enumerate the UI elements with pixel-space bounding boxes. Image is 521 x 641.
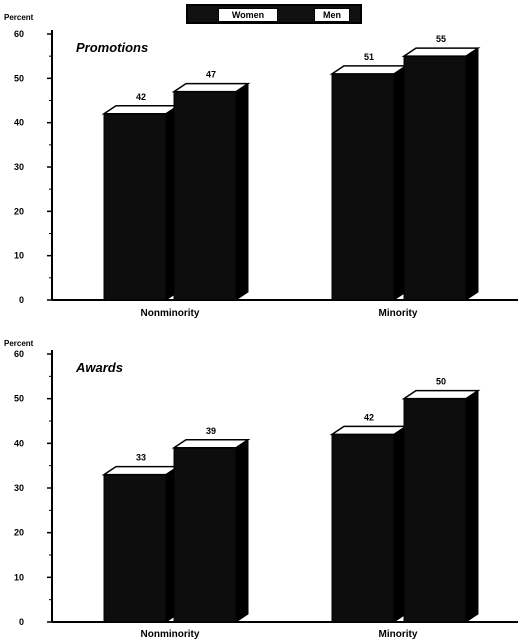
chart-title: Promotions — [76, 40, 148, 55]
data-label: 51 — [364, 52, 374, 62]
y-tick-label: 50 — [14, 394, 24, 404]
bar-women-minority: 51 — [329, 52, 409, 301]
y-tick-label: 60 — [14, 29, 24, 39]
y-tick-label: 20 — [14, 528, 24, 538]
chart-panel-1: Percent 0 10 20 30 40 50 60 Promotions 42 47 Nonmin… — [4, 13, 518, 319]
bar-women-nonminority: 42 — [101, 92, 181, 301]
bar-front — [103, 113, 167, 301]
x-tick-label: Minority — [379, 629, 418, 640]
data-label: 42 — [136, 92, 146, 102]
bar-top — [401, 47, 481, 57]
bar-top — [329, 425, 409, 436]
bar-side — [465, 389, 479, 623]
bar-men-nonminority: 39 — [171, 426, 251, 623]
bar-side — [465, 47, 479, 301]
y-tick-label: 10 — [14, 572, 24, 582]
y-tick-label: 40 — [14, 118, 24, 128]
bar-front — [403, 55, 467, 301]
bar-women-minority: 42 — [329, 412, 409, 623]
bar-front — [331, 73, 395, 301]
bar-front — [173, 447, 237, 623]
bar-women-nonminority: 33 — [101, 453, 181, 623]
data-label: 39 — [206, 426, 216, 436]
data-label: 50 — [436, 377, 446, 387]
y-tick-label: 30 — [14, 162, 24, 172]
y-tick-label: 40 — [14, 438, 24, 448]
bar-top — [329, 65, 409, 75]
y-axis-label: Percent — [4, 13, 34, 22]
y-tick-label: 20 — [14, 206, 24, 216]
y-tick-label: 60 — [14, 349, 24, 359]
y-tick-label: 30 — [14, 483, 24, 493]
bar-men-minority: 55 — [401, 34, 481, 301]
y-tick-label: 50 — [14, 73, 24, 83]
bar-men-nonminority: 47 — [171, 70, 251, 301]
legend-item-women: Women — [218, 8, 278, 22]
data-label: 55 — [436, 34, 446, 44]
bar-side — [235, 82, 249, 301]
chart-panel-2: Percent 0 10 20 30 40 50 60 Awards 33 39 Nonminorit… — [4, 339, 518, 640]
data-label: 47 — [206, 70, 216, 80]
bar-side — [235, 438, 249, 623]
bar-front — [403, 398, 467, 623]
bar-top — [401, 389, 481, 400]
bar-men-minority: 50 — [401, 377, 481, 623]
x-tick-label: Nonminority — [141, 308, 200, 319]
bar-front — [173, 91, 237, 301]
bar-top — [171, 439, 251, 449]
y-tick-label: 0 — [19, 295, 24, 305]
bar-top — [101, 105, 181, 115]
y-tick-label: 10 — [14, 251, 24, 261]
data-label: 42 — [364, 412, 374, 422]
legend: Women Men — [186, 4, 362, 24]
y-axis-label: Percent — [4, 339, 34, 348]
data-label: 33 — [136, 453, 146, 463]
bar-front — [331, 433, 395, 623]
bar-top — [101, 465, 181, 476]
bar-top — [171, 82, 251, 93]
legend-item-men: Men — [314, 8, 350, 22]
bar-front — [103, 474, 167, 623]
y-tick-label: 0 — [19, 617, 24, 627]
chart-title: Awards — [75, 360, 123, 375]
x-tick-label: Minority — [379, 308, 418, 319]
x-tick-label: Nonminority — [141, 629, 200, 640]
